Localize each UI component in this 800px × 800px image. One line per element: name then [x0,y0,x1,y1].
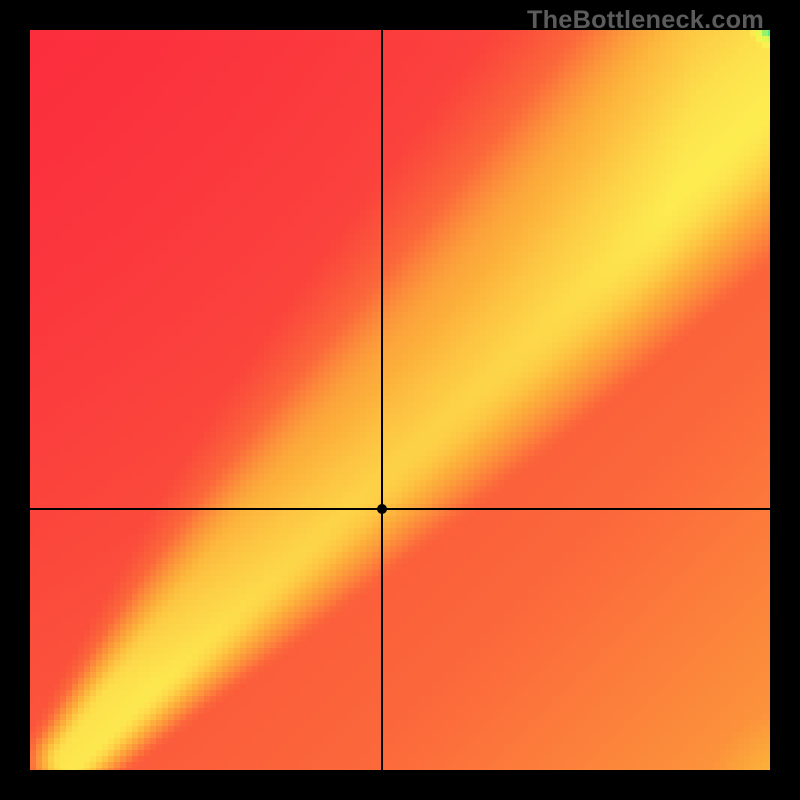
heatmap-plot [30,30,770,770]
crosshair-horizontal [30,508,770,510]
heatmap-canvas [30,30,770,770]
crosshair-marker [377,504,387,514]
crosshair-vertical [381,30,383,770]
watermark-text: TheBottleneck.com [527,6,764,35]
